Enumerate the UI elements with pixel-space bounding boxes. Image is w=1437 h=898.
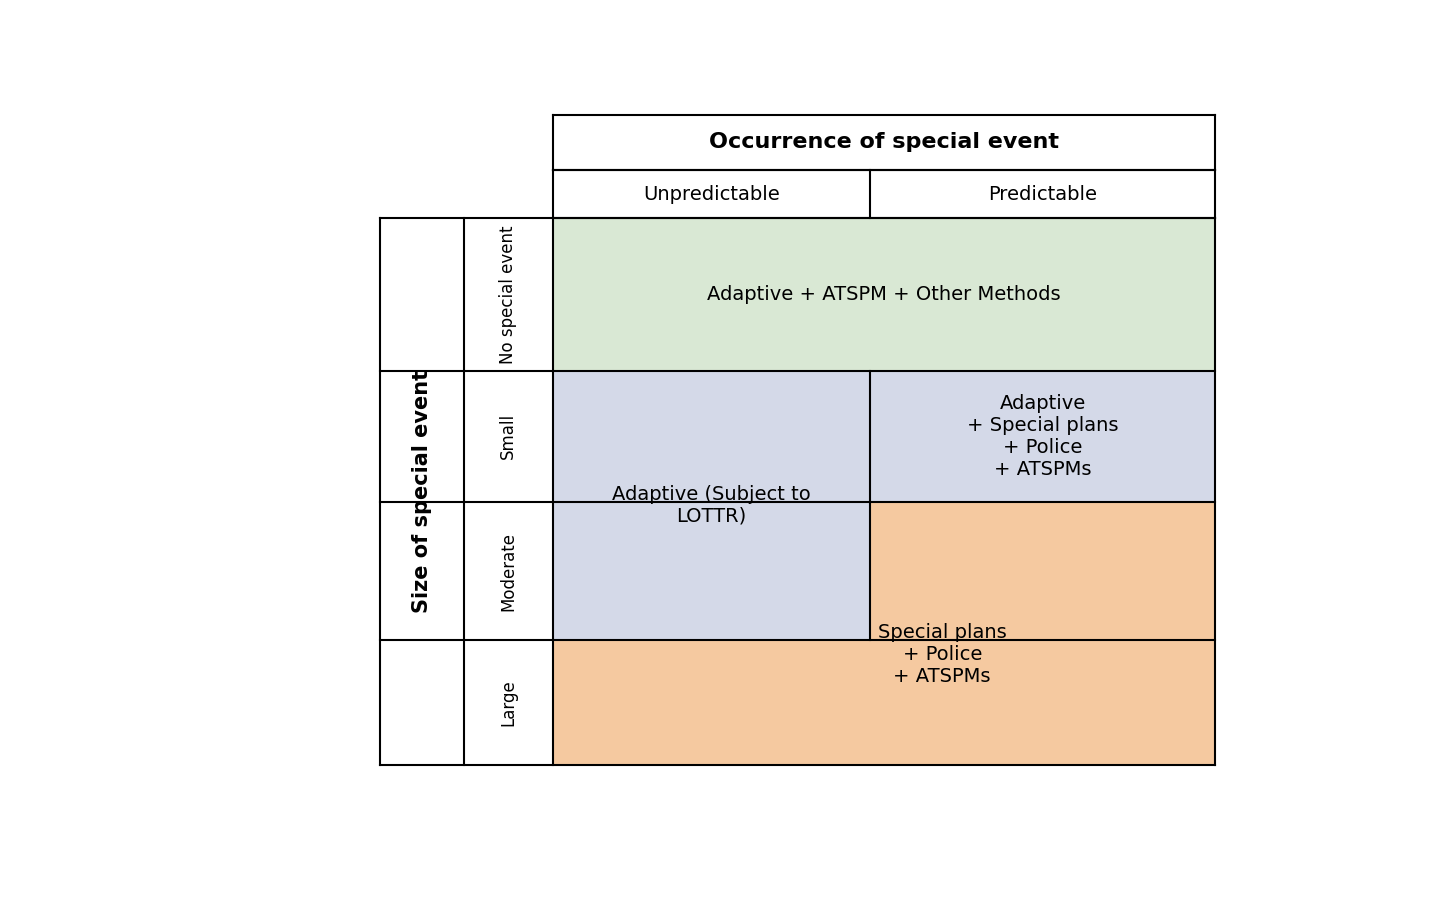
Text: Moderate: Moderate	[499, 532, 517, 611]
Bar	[553, 371, 871, 502]
Text: Size of special event: Size of special event	[412, 370, 433, 613]
Text: Predictable: Predictable	[989, 185, 1098, 204]
Text: Adaptive (Subject to
LOTTR): Adaptive (Subject to LOTTR)	[612, 485, 810, 526]
Text: Special plans
+ Police
+ ATSPMs: Special plans + Police + ATSPMs	[878, 622, 1006, 686]
Text: Adaptive
+ Special plans
+ Police
+ ATSPMs: Adaptive + Special plans + Police + ATSP…	[967, 393, 1118, 479]
Text: Unpredictable: Unpredictable	[642, 185, 780, 204]
Bar	[871, 371, 1216, 502]
Text: Occurrence of special event: Occurrence of special event	[708, 132, 1059, 153]
Text: Large: Large	[499, 679, 517, 726]
Bar	[553, 502, 871, 640]
Bar	[553, 640, 1216, 765]
Bar	[871, 502, 1216, 640]
Bar	[553, 218, 1216, 371]
Text: Small: Small	[499, 413, 517, 459]
Text: Adaptive + ATSPM + Other Methods: Adaptive + ATSPM + Other Methods	[707, 285, 1061, 304]
Text: No special event: No special event	[499, 225, 517, 364]
